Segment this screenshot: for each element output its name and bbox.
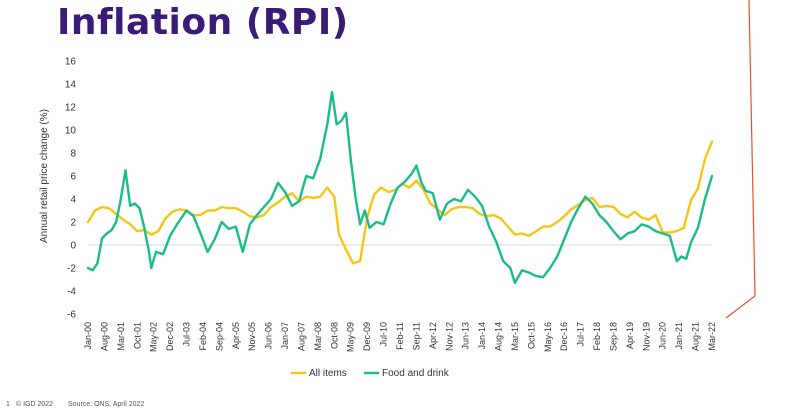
x-tick-label: May-02 xyxy=(149,322,159,352)
series-layer xyxy=(86,90,714,285)
x-tick-label: Jan-00 xyxy=(83,322,93,350)
x-tick-label: Jun-20 xyxy=(658,322,668,350)
x-tick-label: Oct-08 xyxy=(329,322,339,349)
y-tick-label: 14 xyxy=(65,80,77,91)
x-tick-label: Jan-21 xyxy=(674,322,684,350)
y-tick-label: 2 xyxy=(70,218,76,229)
legend-label-food-and-drink: Food and drink xyxy=(382,368,450,379)
y-tick-label: 16 xyxy=(65,57,77,68)
x-tick-label: May-09 xyxy=(346,322,356,352)
x-tick-label: Apr-05 xyxy=(231,322,241,349)
x-tick-label: Nov-05 xyxy=(247,322,257,351)
y-axis-ticks: -6 -4 -2 0 2 4 6 8 10 12 14 16 xyxy=(65,57,77,321)
x-tick-label: Jan-07 xyxy=(280,322,290,350)
x-tick-label: Sep-11 xyxy=(411,322,421,350)
x-tick-label: Oct-01 xyxy=(132,322,142,349)
x-tick-label: Dec-16 xyxy=(559,322,569,351)
legend: All items Food and drink xyxy=(291,368,450,379)
y-tick-label: 6 xyxy=(70,172,76,183)
x-tick-label: Jun-13 xyxy=(461,322,471,350)
x-tick-label: Sep-18 xyxy=(608,322,618,351)
y-tick-label: -4 xyxy=(67,287,76,298)
x-tick-label: Jul-03 xyxy=(182,322,192,347)
footer-source: Source: ONS, April 2022 xyxy=(68,401,145,408)
x-tick-label: Feb-04 xyxy=(198,322,208,351)
x-tick-label: Dec-09 xyxy=(362,322,372,351)
page-title: Inflation (RPI) xyxy=(57,2,349,43)
x-tick-label: Apr-19 xyxy=(625,322,635,349)
x-tick-label: Aug-07 xyxy=(296,322,306,351)
footer-copyright: © IGD 2022 xyxy=(16,401,54,408)
x-tick-label: Mar-22 xyxy=(707,322,717,351)
y-tick-label: 10 xyxy=(65,126,77,137)
y-tick-label: 0 xyxy=(70,241,76,252)
x-tick-label: Jan-14 xyxy=(477,322,487,350)
x-tick-label: Jul-17 xyxy=(576,322,586,347)
x-axis-ticks: Jan-00 Aug-00 Mar-01 Oct-01 May-02 Dec-02 Jul-… xyxy=(83,322,717,352)
x-tick-label: Sep-04 xyxy=(214,322,224,351)
x-tick-label: Jul-10 xyxy=(379,322,389,347)
y-axis-label: Annual retail price change (%) xyxy=(39,109,50,243)
x-tick-label: Apr-12 xyxy=(428,322,438,349)
x-tick-label: Mar-15 xyxy=(510,322,520,351)
legend-label-all-items: All items xyxy=(309,368,347,379)
footer-page-number: 1 xyxy=(6,401,10,408)
x-tick-label: Aug-14 xyxy=(494,322,504,351)
x-tick-label: May-16 xyxy=(543,322,553,352)
x-tick-label: Feb-11 xyxy=(395,322,405,350)
x-tick-label: Mar-08 xyxy=(313,322,323,351)
y-tick-label: 12 xyxy=(65,103,77,114)
y-tick-label: 8 xyxy=(70,149,76,160)
y-tick-label: -2 xyxy=(67,264,76,275)
x-tick-label: Mar-01 xyxy=(116,322,126,351)
x-tick-label: Aug-00 xyxy=(99,322,109,351)
x-tick-label: Dec-02 xyxy=(165,322,175,351)
x-tick-label: Jun-06 xyxy=(264,322,274,350)
x-tick-label: Feb-18 xyxy=(592,322,602,351)
x-tick-label: Aug-21 xyxy=(691,322,701,351)
x-tick-label: Oct-15 xyxy=(526,322,536,349)
series-line-food-and-drink xyxy=(86,90,714,285)
y-tick-label: -6 xyxy=(67,310,76,321)
x-tick-label: Nov-19 xyxy=(641,322,651,351)
x-tick-label: Nov-12 xyxy=(444,322,454,351)
y-tick-label: 4 xyxy=(70,195,76,206)
